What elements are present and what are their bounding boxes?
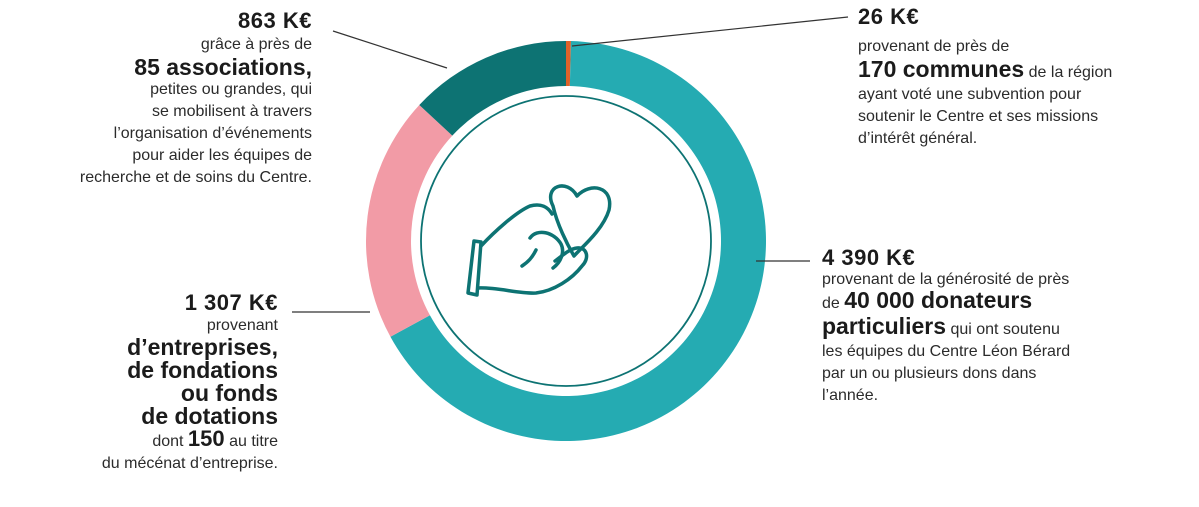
communes-highlight-row: 170 communes de la région: [858, 58, 1198, 84]
entreprises-highlight-4: de dotations: [141, 403, 278, 429]
entreprises-highlight-1: d’entreprises,: [127, 334, 278, 360]
communes-line-3: soutenir le Centre et ses missions: [858, 108, 1099, 125]
communes-after: de la région: [1028, 64, 1113, 81]
entreprises-highlight-2: de fondations: [127, 357, 278, 383]
communes-line1: provenant de près de: [858, 38, 1010, 55]
donut-slice-0: [566, 41, 571, 87]
donateurs-after: qui ont soutenu: [950, 321, 1060, 338]
leader-line-communes: [571, 16, 849, 47]
donateurs-line-4: l’année.: [822, 387, 879, 404]
hand-holding-heart-icon: [466, 184, 612, 297]
associations-line-5: pour aider les équipes de: [132, 147, 312, 164]
amount-donateurs: 4 390 K€: [822, 245, 916, 270]
donateurs-highlight-2: particuliers: [822, 313, 946, 339]
donateurs-highlight-row: de 40 000 donateurs: [822, 289, 1192, 315]
entreprises-line-last: du mécénat d’entreprise.: [101, 455, 278, 472]
donateurs-de: de: [822, 295, 840, 312]
amount-entreprises: 1 307 K€: [184, 290, 278, 315]
annotation-associations: 863 K€ grâce à près de 85 associations, …: [0, 8, 312, 189]
entreprises-line1: provenant: [206, 317, 278, 334]
communes-line-2: ayant voté une subvention pour: [858, 86, 1082, 103]
entreprises-dont-value: 150: [187, 426, 225, 451]
leader-lines: [292, 16, 849, 313]
associations-line-3: se mobilisent à travers: [151, 103, 312, 120]
donateurs-line-2: les équipes du Centre Léon Bérard: [822, 343, 1071, 360]
entreprises-dont: dont: [152, 433, 184, 450]
annotation-entreprises: 1 307 K€ provenant d’entreprises, de fon…: [0, 290, 278, 475]
entreprises-dont-suffix: au titre: [229, 433, 278, 450]
inner-ring: [420, 95, 712, 387]
amount-communes: 26 K€: [858, 4, 920, 29]
amount-associations: 863 K€: [238, 8, 312, 33]
annotation-communes: 26 K€ provenant de près de 170 communes …: [858, 4, 1198, 150]
donut-slice-2: [366, 105, 453, 337]
donateurs-highlight-row-2: particuliers qui ont soutenu: [822, 315, 1192, 341]
associations-line-6: recherche et de soins du Centre.: [79, 169, 312, 186]
associations-line1: grâce à près de: [200, 36, 312, 53]
entreprises-highlight-3: ou fonds: [180, 380, 278, 406]
donateurs-line1: provenant de la générosité de près: [822, 271, 1070, 288]
entreprises-dont-row: dont 150 au titre: [0, 428, 278, 453]
associations-line-2: petites ou grandes, qui: [150, 81, 312, 98]
communes-highlight: 170 communes: [858, 56, 1025, 82]
donut-slice-3: [419, 41, 566, 136]
leader-line-associations: [332, 30, 448, 69]
donut-slices: [366, 41, 766, 441]
donateurs-highlight-1: 40 000 donateurs: [844, 287, 1033, 313]
annotation-donateurs: 4 390 K€ provenant de la générosité de p…: [822, 245, 1192, 407]
communes-line-4: d’intérêt général.: [858, 130, 978, 147]
donateurs-line-3: par un ou plusieurs dons dans: [822, 365, 1037, 382]
associations-highlight: 85 associations,: [134, 54, 312, 80]
associations-line-4: l’organisation d’événements: [113, 125, 312, 142]
